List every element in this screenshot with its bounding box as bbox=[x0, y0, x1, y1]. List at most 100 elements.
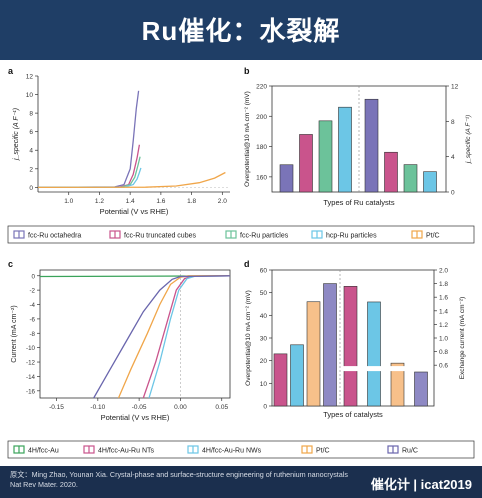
panel-a-ytick-label: 8 bbox=[29, 111, 33, 118]
panel-d-bar-exchange bbox=[414, 371, 428, 407]
panel-d-bar-exchange bbox=[390, 362, 405, 407]
panel-d-ytick-left-label: 40 bbox=[260, 313, 268, 320]
panel-a-xtick-label: 1.2 bbox=[95, 198, 104, 205]
legend-top-label: Pt/C bbox=[426, 233, 440, 240]
panel-b-ytick-right-label: 8 bbox=[451, 119, 455, 126]
panel-b-bar-overpotential bbox=[338, 106, 352, 193]
panel-c-ylabel: Current (mA cm⁻²) bbox=[11, 305, 18, 362]
panel-d-bar-overpotential bbox=[290, 344, 304, 407]
legend-bottom-label: Pt/C bbox=[316, 448, 330, 455]
panel-b-bar-jspecific bbox=[364, 98, 379, 193]
panel-d-bar-overpotential bbox=[323, 283, 337, 407]
title-bar: Ru催化：水裂解 bbox=[0, 0, 482, 60]
panel-c-ytick-label: -16 bbox=[26, 388, 36, 395]
panel-c-xtick-label: 0.00 bbox=[174, 404, 187, 411]
panel-a-ylabel: j_specific (A F⁻¹) bbox=[13, 108, 20, 161]
panel-a-ytick-label: 0 bbox=[29, 185, 33, 192]
panel-b-ylabel-right: j_specific (A F⁻¹) bbox=[465, 115, 472, 164]
panel-d-ytick-right-label: 0.8 bbox=[439, 349, 448, 356]
panel-c-series-line bbox=[93, 275, 231, 399]
panel-b-bar-jspecific bbox=[403, 164, 418, 193]
panel-a-ytick-label: 2 bbox=[29, 166, 33, 173]
legend-top-frame bbox=[7, 225, 475, 244]
panel-a-chart: a 0 2 4 6 8 10 12 1.0 1.2 1.4 1.6 1.8 2.0 Potential (V… bbox=[8, 66, 230, 216]
panel-b-chart: b 160 180 200 220 0 4 8 12 Types of Ru catalysts O… bbox=[244, 66, 472, 207]
panel-c-xtick-label: -0.05 bbox=[132, 404, 147, 411]
panel-b-ylabel-left: Overpotential@10 mA cm⁻² (mV) bbox=[244, 91, 251, 187]
panel-d-ytick-left-label: 20 bbox=[260, 358, 268, 365]
panel-c-ytick-label: -4 bbox=[29, 302, 35, 309]
panel-d-chart: d 0 10 20 30 40 50 60 0.6 0.8 1.0 1.2 1.4 1.6 1.8 2.0 Ty… bbox=[244, 259, 466, 419]
legend-bottom-label: Ru/C bbox=[402, 448, 418, 455]
panel-a-ytick-label: 4 bbox=[29, 148, 33, 155]
panel-a-xtick-label: 1.0 bbox=[64, 198, 73, 205]
panel-b-ytick-left-label: 180 bbox=[256, 144, 267, 151]
panel-d-ylabel-left: Overpotential@10 mA cm⁻² (mV) bbox=[245, 290, 252, 386]
panel-c-chart: c 0 -2 -4 -6 -8 -10 -12 -14 -16 -0.15 -0.10 -0.05 0.0… bbox=[8, 259, 231, 422]
panel-a-xtick-label: 1.8 bbox=[187, 198, 196, 205]
panel-a-ytick-label: 12 bbox=[26, 74, 34, 81]
panel-a-xtick-label: 1.4 bbox=[126, 198, 135, 205]
panel-b-ytick-left-label: 200 bbox=[256, 114, 267, 121]
panel-a-xlabel: Potential (V vs RHE) bbox=[100, 207, 169, 216]
panel-c-series-line bbox=[117, 275, 230, 399]
panel-d-ytick-right-label: 2.0 bbox=[439, 268, 448, 275]
panel-c-xtick-label: -0.15 bbox=[49, 404, 64, 411]
legend-top-label: fcc-Ru truncated cubes bbox=[124, 233, 196, 240]
panel-d-ytick-right-label: 1.0 bbox=[439, 336, 448, 343]
figure-panel: a 0 2 4 6 8 10 12 1.0 1.2 1.4 1.6 1.8 2.0 Potential (V… bbox=[4, 62, 478, 466]
panel-d-ytick-left-label: 10 bbox=[260, 381, 268, 388]
panel-c-ytick-label: -14 bbox=[26, 374, 36, 381]
legend-top-label: fcc-Ru particles bbox=[240, 233, 289, 240]
legend-top-label: hcp-Ru particles bbox=[326, 233, 377, 240]
source-citation: 原文：Ming Zhao, Younan Xia. Crystal-phase … bbox=[10, 470, 348, 489]
panel-b-xlabel: Types of Ru catalysts bbox=[323, 198, 395, 207]
panel-d-ytick-left-label: 50 bbox=[260, 290, 268, 297]
panel-b-ytick-right-label: 4 bbox=[451, 154, 455, 161]
panel-a-ytick-label: 6 bbox=[29, 129, 33, 136]
panel-b-bar-overpotential bbox=[279, 164, 294, 193]
panel-d-axis-break bbox=[341, 366, 433, 372]
panel-a-series-line bbox=[37, 144, 141, 189]
panel-d-ytick-left-label: 60 bbox=[260, 268, 268, 275]
page-title: Ru催化：水裂解 bbox=[141, 16, 341, 46]
legend-bottom-label: 4H/fcc-Au-Ru NWs bbox=[202, 448, 262, 455]
panel-d-xlabel: Types of catalysts bbox=[323, 410, 383, 419]
legend-bottom-frame bbox=[7, 440, 475, 459]
panel-c-series-line bbox=[148, 275, 231, 399]
footer: 原文：Ming Zhao, Younan Xia. Crystal-phase … bbox=[0, 466, 482, 498]
panel-d-letter: d bbox=[244, 259, 250, 269]
panel-d-ytick-right-label: 1.6 bbox=[439, 295, 448, 302]
panel-c-xlabel: Potential (V vs RHE) bbox=[101, 413, 170, 422]
panel-d-bar-exchange bbox=[367, 301, 381, 407]
panel-c-ytick-label: 0 bbox=[32, 273, 36, 280]
panel-b-bar-overpotential bbox=[299, 134, 313, 193]
panel-d-ytick-left-label: 0 bbox=[263, 404, 267, 411]
panel-d-bar-overpotential bbox=[306, 301, 321, 407]
panel-b-bar-jspecific bbox=[384, 151, 398, 193]
panel-b-bar-overpotential bbox=[318, 120, 333, 193]
panel-c-ytick-label: -6 bbox=[29, 316, 35, 323]
figure-canvas: a 0 2 4 6 8 10 12 1.0 1.2 1.4 1.6 1.8 2.0 Potential (V… bbox=[7, 66, 475, 459]
panel-b-ytick-left-label: 160 bbox=[256, 174, 267, 181]
panel-c-xtick-label: -0.10 bbox=[90, 404, 105, 411]
panel-b-bar-jspecific bbox=[423, 171, 437, 193]
panel-a-xtick-label: 2.0 bbox=[218, 198, 227, 205]
panel-a-xtick-label: 1.6 bbox=[156, 198, 165, 205]
panel-c-xtick-label: 0.05 bbox=[215, 404, 228, 411]
panel-d-ytick-right-label: 0.6 bbox=[439, 363, 448, 370]
panel-d-ytick-right-label: 1.2 bbox=[439, 322, 448, 329]
panel-a-ytick-label: 10 bbox=[26, 92, 34, 99]
legend-top: fcc-Ru octahedra fcc-Ru truncated cubes fc… bbox=[7, 225, 475, 244]
panel-b-ytick-left-label: 220 bbox=[256, 84, 267, 91]
panel-c-frame bbox=[39, 269, 231, 399]
legend-bottom: 4H/fcc-Au 4H/fcc-Au-Ru NTs 4H/fcc-Au-Ru NW… bbox=[7, 440, 475, 459]
panel-c-ytick-label: -12 bbox=[26, 360, 36, 367]
brand-label: 催化计 | icat2019 bbox=[370, 477, 472, 492]
legend-bottom-label: 4H/fcc-Au-Ru NTs bbox=[98, 448, 155, 455]
legend-top-label: fcc-Ru octahedra bbox=[28, 233, 81, 240]
panel-d-ytick-left-label: 30 bbox=[260, 336, 268, 343]
panel-d-ylabel-right: Exchange current (mA cm⁻²) bbox=[459, 297, 466, 380]
panel-d-ytick-right-label: 1.8 bbox=[439, 281, 448, 288]
panel-b-ytick-right-label: 0 bbox=[451, 190, 455, 197]
